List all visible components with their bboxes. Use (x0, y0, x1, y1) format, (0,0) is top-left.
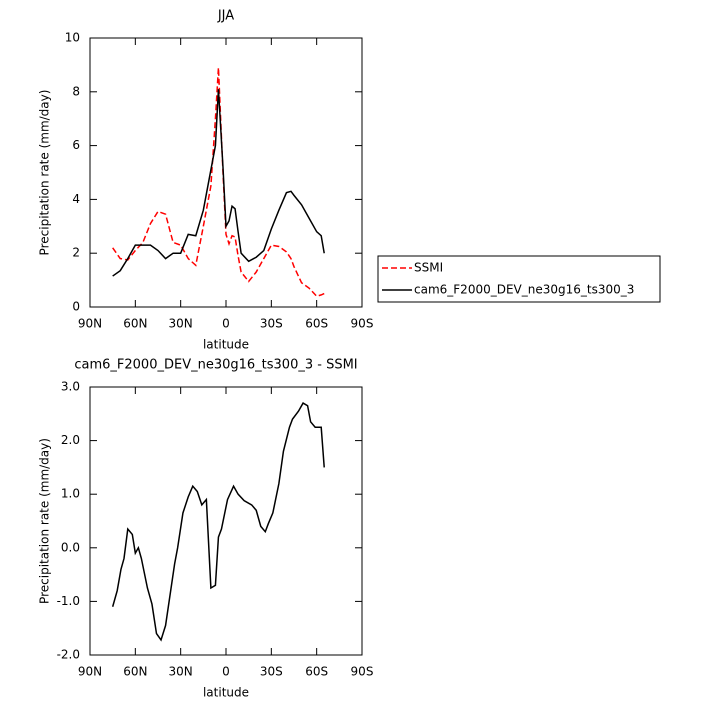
x-tick-label: 0 (222, 317, 230, 331)
y-tick-label: 2.0 (61, 433, 80, 447)
legend-box (377, 255, 661, 303)
chart-title: cam6_F2000_DEV_ne30g16_ts300_3 - SSMI (74, 358, 357, 373)
y-tick-label: 4 (72, 192, 80, 206)
x-tick-label: 60S (305, 317, 328, 331)
x-tick-label: 60N (123, 665, 147, 679)
x-axis-label: latitude (203, 686, 249, 700)
y-tick-label: -1.0 (57, 594, 80, 608)
y-tick-label: 6 (72, 138, 80, 152)
x-tick-label: 90N (78, 317, 102, 331)
y-tick-label: 10 (65, 31, 80, 45)
plot-frame (89, 37, 363, 308)
x-tick-label: 90S (351, 665, 374, 679)
data-line (112, 67, 325, 298)
y-tick-label: 0.0 (61, 540, 80, 554)
legend-label: SSMI (414, 261, 443, 275)
chart-title: JJA (217, 9, 234, 24)
x-tick-label: 0 (222, 665, 230, 679)
x-axis-label: latitude (203, 338, 249, 352)
y-tick-label: 2 (72, 246, 80, 260)
x-tick-label: 90S (351, 317, 374, 331)
x-tick-label: 90N (78, 665, 102, 679)
y-tick-label: 8 (72, 84, 80, 98)
x-tick-label: 30N (169, 665, 193, 679)
x-tick-label: 60N (123, 317, 147, 331)
y-tick-label: 1.0 (61, 487, 80, 501)
x-tick-label: 60S (305, 665, 328, 679)
y-tick-label: -2.0 (57, 648, 80, 662)
legend-label: cam6_F2000_DEV_ne30g16_ts300_3 (414, 283, 634, 297)
x-tick-label: 30S (260, 317, 283, 331)
x-tick-label: 30S (260, 665, 283, 679)
data-line (112, 89, 325, 277)
y-tick-label: 0 (72, 300, 80, 314)
y-tick-label: 3.0 (61, 380, 80, 394)
y-axis-label: Precipitation rate (mm/day) (38, 90, 52, 256)
data-line (111, 402, 325, 642)
y-axis-label: Precipitation rate (mm/day) (38, 438, 52, 604)
x-tick-label: 30N (169, 317, 193, 331)
